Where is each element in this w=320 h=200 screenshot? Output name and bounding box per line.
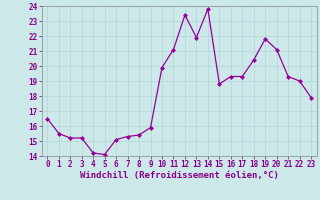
X-axis label: Windchill (Refroidissement éolien,°C): Windchill (Refroidissement éolien,°C) (80, 171, 279, 180)
